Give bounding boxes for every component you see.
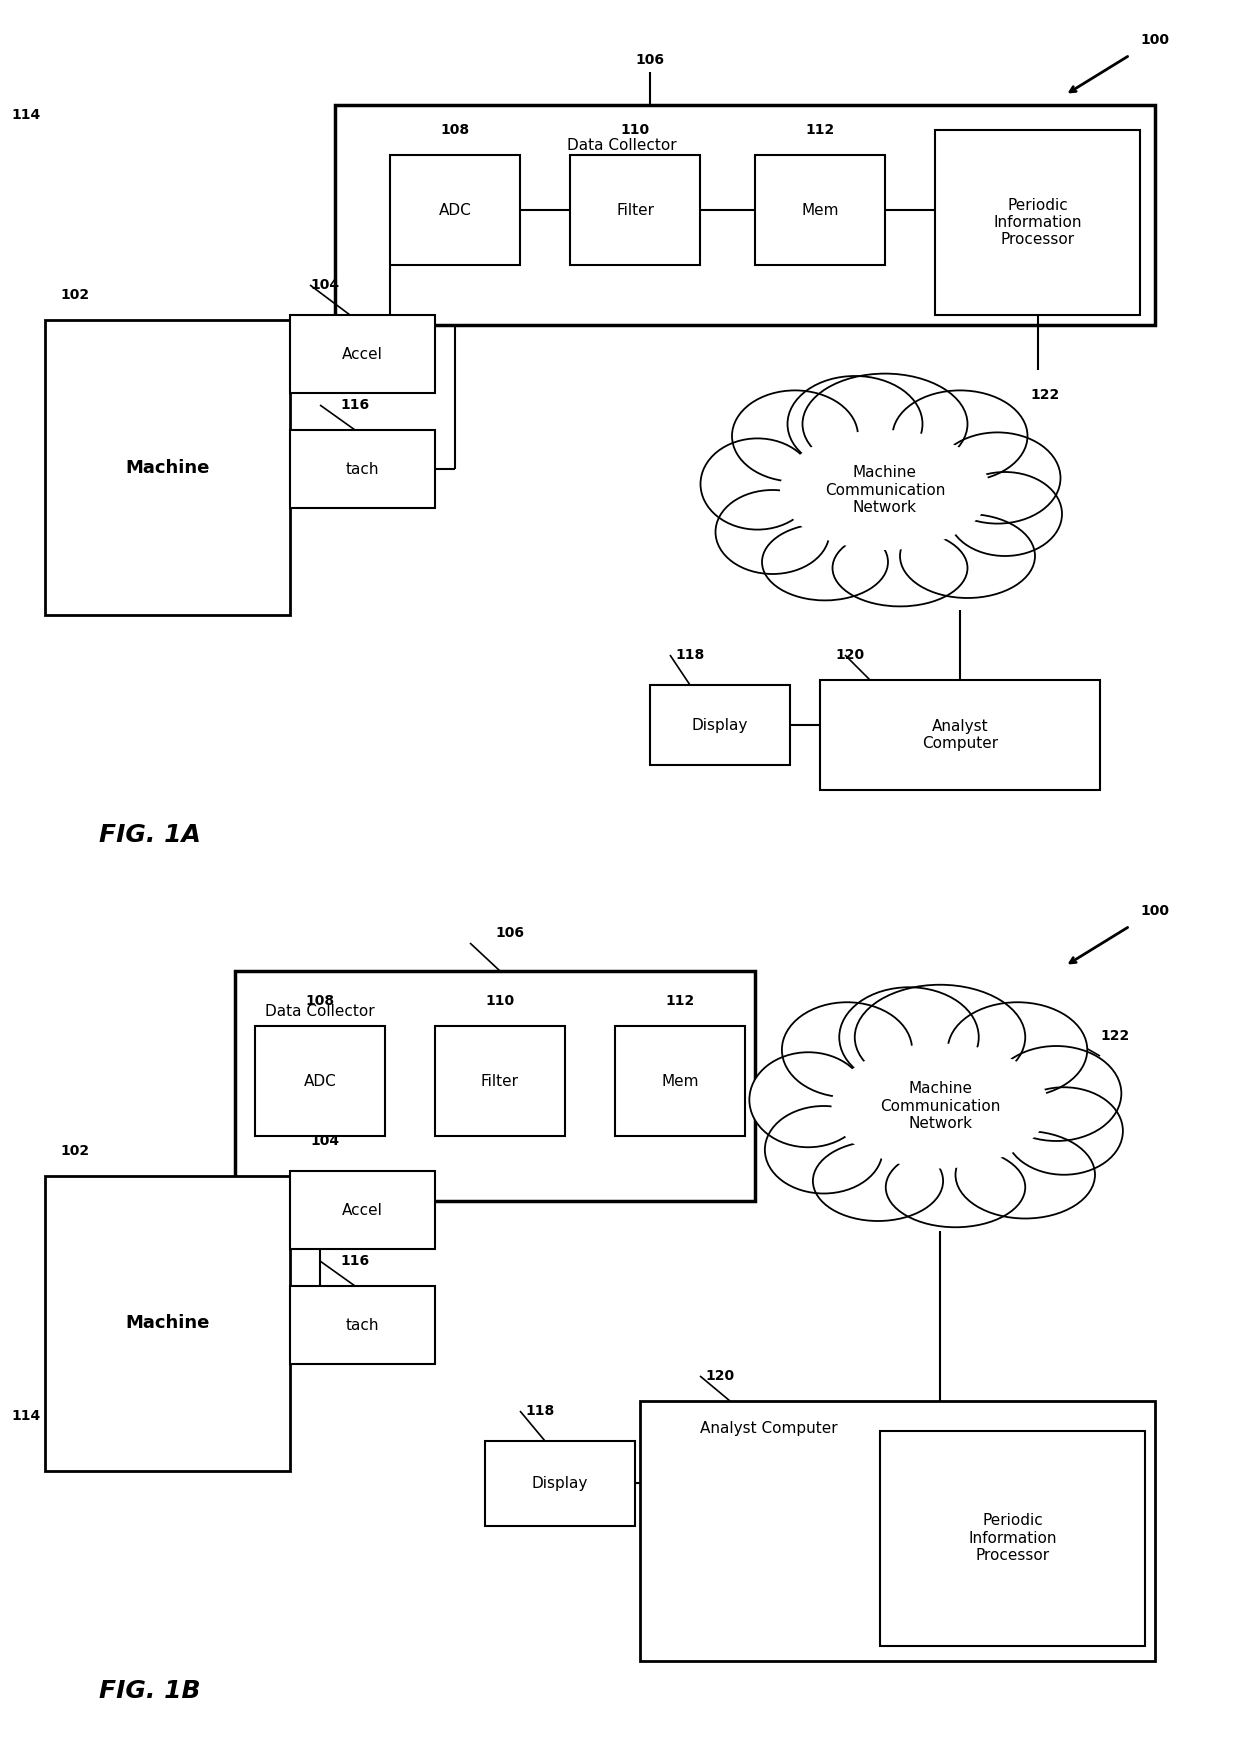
Text: Machine: Machine (125, 1313, 210, 1333)
Text: 108: 108 (440, 124, 470, 138)
FancyBboxPatch shape (640, 1401, 1154, 1662)
Text: 122: 122 (1030, 388, 1060, 402)
FancyBboxPatch shape (45, 1176, 290, 1470)
FancyBboxPatch shape (935, 131, 1140, 315)
Text: Display: Display (692, 718, 748, 732)
Text: 106: 106 (496, 927, 525, 941)
Ellipse shape (782, 1002, 913, 1097)
Ellipse shape (802, 373, 967, 474)
Ellipse shape (854, 984, 1025, 1090)
Text: 108: 108 (305, 995, 335, 1009)
Ellipse shape (1006, 1087, 1123, 1174)
Text: 102: 102 (61, 1144, 89, 1158)
Text: tach: tach (346, 462, 379, 477)
FancyBboxPatch shape (485, 1441, 635, 1526)
Ellipse shape (832, 1043, 1049, 1169)
Ellipse shape (763, 524, 888, 601)
FancyBboxPatch shape (290, 430, 435, 509)
Text: FIG. 1A: FIG. 1A (99, 822, 201, 847)
Ellipse shape (832, 530, 967, 606)
Ellipse shape (787, 376, 923, 472)
Ellipse shape (715, 490, 830, 575)
Text: Display: Display (532, 1475, 588, 1491)
FancyBboxPatch shape (435, 1026, 565, 1136)
Text: Mem: Mem (801, 202, 838, 218)
Text: 100: 100 (1141, 904, 1169, 918)
Text: 112: 112 (666, 995, 694, 1009)
Text: Filter: Filter (616, 202, 653, 218)
Ellipse shape (935, 432, 1060, 524)
Ellipse shape (780, 430, 990, 550)
Text: Data Collector: Data Collector (567, 138, 677, 153)
Ellipse shape (732, 390, 858, 481)
Text: 116: 116 (341, 397, 370, 413)
FancyBboxPatch shape (820, 679, 1100, 791)
FancyBboxPatch shape (570, 155, 701, 265)
Ellipse shape (947, 1002, 1087, 1097)
Text: 114: 114 (12, 1409, 41, 1423)
Text: 104: 104 (310, 1134, 340, 1148)
FancyBboxPatch shape (880, 1430, 1145, 1646)
FancyBboxPatch shape (615, 1026, 745, 1136)
Text: ADC: ADC (439, 202, 471, 218)
Ellipse shape (885, 1148, 1025, 1228)
Text: tach: tach (346, 1317, 379, 1333)
Text: Accel: Accel (342, 347, 383, 362)
Text: Periodic
Information
Processor: Periodic Information Processor (968, 1514, 1056, 1563)
Text: 120: 120 (706, 1369, 734, 1383)
Text: Machine
Communication
Network: Machine Communication Network (825, 465, 945, 516)
FancyBboxPatch shape (290, 1171, 435, 1249)
Text: 102: 102 (61, 287, 89, 301)
Ellipse shape (813, 1141, 944, 1221)
Ellipse shape (956, 1131, 1095, 1218)
FancyBboxPatch shape (45, 321, 290, 615)
FancyBboxPatch shape (290, 315, 435, 394)
Text: Machine
Communication
Network: Machine Communication Network (880, 1082, 1001, 1131)
Text: ADC: ADC (304, 1073, 336, 1089)
Text: 120: 120 (836, 648, 864, 662)
Text: Mem: Mem (661, 1073, 699, 1089)
Ellipse shape (893, 390, 1028, 481)
Text: 104: 104 (310, 279, 340, 293)
Text: Analyst Computer: Analyst Computer (701, 1420, 838, 1435)
FancyBboxPatch shape (335, 105, 1154, 326)
Ellipse shape (765, 1106, 883, 1193)
Text: 118: 118 (676, 648, 704, 662)
Text: Analyst
Computer: Analyst Computer (921, 719, 998, 751)
Text: 110: 110 (620, 124, 650, 138)
Ellipse shape (991, 1045, 1121, 1141)
FancyBboxPatch shape (290, 1286, 435, 1364)
Text: 122: 122 (1100, 1030, 1130, 1043)
Text: FIG. 1B: FIG. 1B (99, 1679, 201, 1704)
Text: 110: 110 (485, 995, 515, 1009)
FancyBboxPatch shape (391, 155, 520, 265)
Ellipse shape (839, 988, 978, 1087)
Text: Filter: Filter (481, 1073, 520, 1089)
Text: 106: 106 (635, 52, 665, 66)
Text: 118: 118 (526, 1404, 554, 1418)
Ellipse shape (701, 439, 815, 530)
Text: Accel: Accel (342, 1202, 383, 1218)
FancyBboxPatch shape (236, 970, 755, 1200)
Ellipse shape (949, 472, 1061, 556)
Text: 112: 112 (805, 124, 835, 138)
Text: Periodic
Information
Processor: Periodic Information Processor (993, 197, 1081, 247)
Ellipse shape (900, 514, 1035, 598)
Text: 116: 116 (341, 1254, 370, 1268)
FancyBboxPatch shape (255, 1026, 384, 1136)
Ellipse shape (749, 1052, 867, 1148)
Text: 114: 114 (11, 108, 41, 122)
Text: Machine: Machine (125, 458, 210, 477)
Text: 100: 100 (1141, 33, 1169, 47)
FancyBboxPatch shape (650, 685, 790, 765)
Text: Data Collector: Data Collector (265, 1003, 374, 1019)
FancyBboxPatch shape (755, 155, 885, 265)
